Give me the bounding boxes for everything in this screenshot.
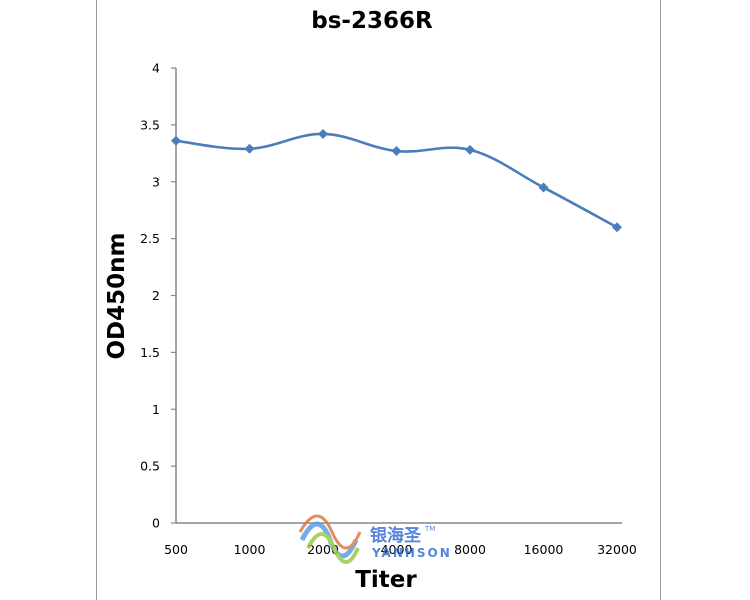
- x-tick-label: 1000: [234, 542, 266, 557]
- y-axis-ticks: 0 0.5 1 1.5 2 2.5 3 3.5 4: [140, 61, 176, 531]
- chart-title: bs-2366R: [311, 8, 433, 34]
- yanhson-logo-icon: [298, 514, 362, 564]
- y-tick-label: 2: [152, 288, 160, 303]
- y-tick-label: 1.5: [140, 345, 160, 360]
- y-tick-label: 4: [152, 61, 160, 76]
- data-point-marker: [318, 128, 328, 139]
- data-point-marker: [244, 143, 255, 154]
- frame-left-border: [96, 0, 97, 600]
- data-point-marker: [391, 146, 402, 157]
- y-axis-title: OD450nm: [104, 233, 130, 360]
- y-tick-label: 3.5: [140, 117, 160, 132]
- x-tick-label: 500: [164, 542, 188, 557]
- x-tick-label: 8000: [454, 542, 486, 557]
- watermark-tm: TM: [424, 525, 435, 533]
- data-point-marker: [171, 135, 181, 146]
- data-point-marker: [465, 144, 475, 155]
- series-markers: [171, 128, 622, 233]
- y-tick-label: 3: [152, 174, 160, 189]
- data-point-marker: [612, 222, 622, 233]
- x-tick-label: 4000: [381, 542, 413, 557]
- y-tick-label: 1: [152, 402, 160, 417]
- x-tick-label: 16000: [524, 542, 564, 557]
- x-tick-label: 32000: [597, 542, 637, 557]
- yanhson-watermark: 银海圣 TM YANHSON: [298, 514, 452, 564]
- y-tick-label: 0: [152, 516, 160, 531]
- watermark-brand-en: YANHSON: [371, 546, 452, 560]
- x-axis-title: Titer: [355, 567, 417, 593]
- y-tick-label: 0.5: [140, 459, 160, 474]
- data-point-marker: [538, 182, 549, 193]
- watermark-brand-cn: 银海圣: [370, 525, 422, 546]
- frame-right-border: [660, 0, 661, 600]
- y-tick-label: 2.5: [140, 231, 160, 246]
